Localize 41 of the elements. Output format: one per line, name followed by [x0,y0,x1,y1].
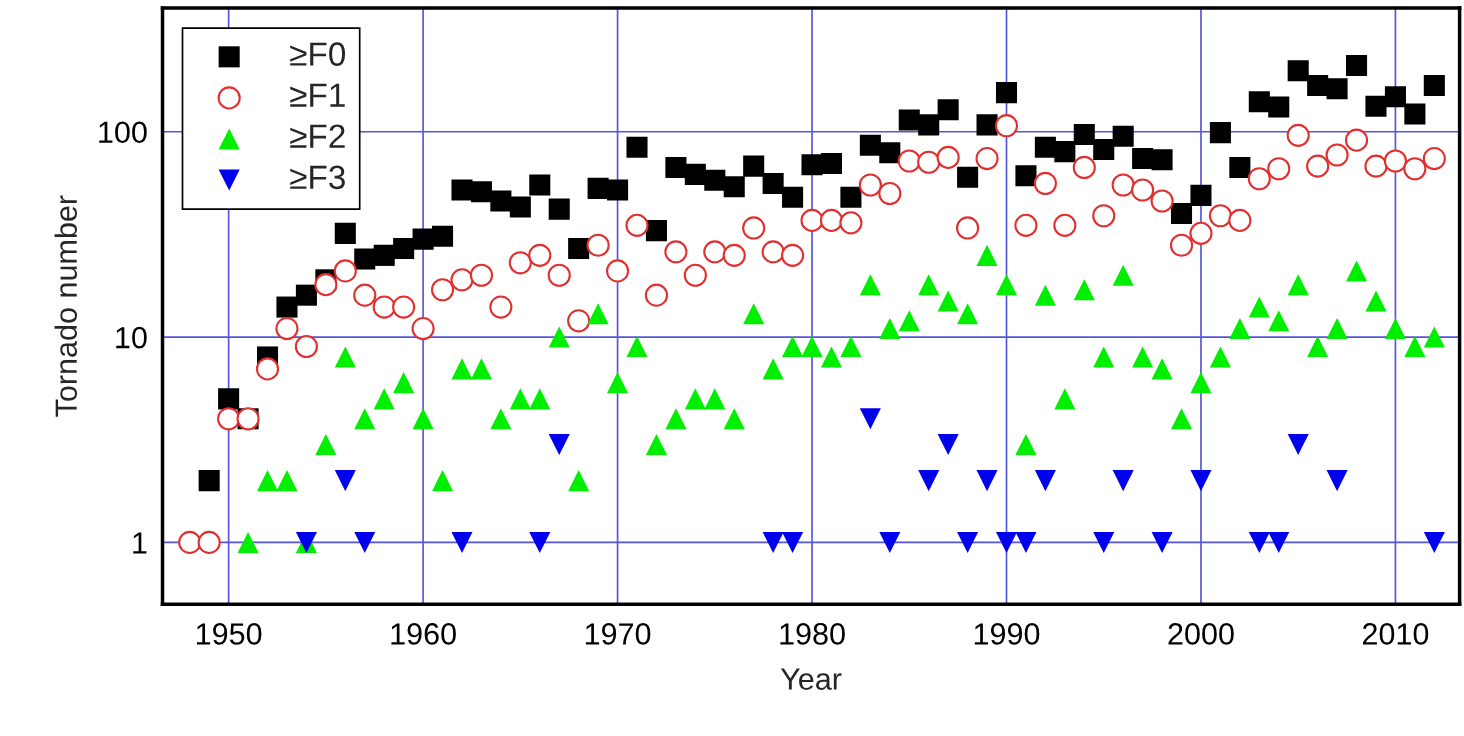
point [1151,531,1173,553]
point [957,531,979,553]
legend-label: ≥F1 [290,83,345,107]
point [1248,531,1270,553]
x-tick-label: 1950 [196,623,262,645]
point [1034,470,1056,492]
y-axis-title: Tornado number [54,195,78,417]
x-axis-title: Year [780,668,842,690]
point [334,470,356,492]
point [1190,470,1212,492]
point [1287,433,1309,455]
legend-label: ≥F3 [290,165,345,190]
point [1112,470,1134,492]
point [1423,531,1445,553]
point [937,433,959,455]
y-tick-label: 1 [133,532,147,554]
point [1093,531,1115,553]
x-tick-label: 1990 [974,623,1040,645]
point [782,531,804,553]
point [879,531,901,553]
point [354,531,376,553]
y-tick-label: 10 [116,326,147,349]
point [859,408,881,430]
legend-label: ≥F0 [290,42,346,66]
x-tick-label: 1960 [391,623,456,645]
y-tick-label: 100 [99,121,147,144]
point [976,470,998,492]
point [529,531,551,553]
point [1015,531,1037,553]
point [995,531,1018,553]
x-tick-label: 2000 [1168,623,1234,645]
legend-label: ≥F2 [290,124,345,148]
point [548,433,570,455]
point [451,531,473,553]
point [762,531,784,553]
x-tick-label: 2010 [1362,623,1429,645]
point [1268,531,1290,553]
point [918,470,940,492]
x-tick-label: 1980 [780,623,845,645]
x-tick-label: 1970 [585,623,651,645]
point [1326,470,1348,492]
